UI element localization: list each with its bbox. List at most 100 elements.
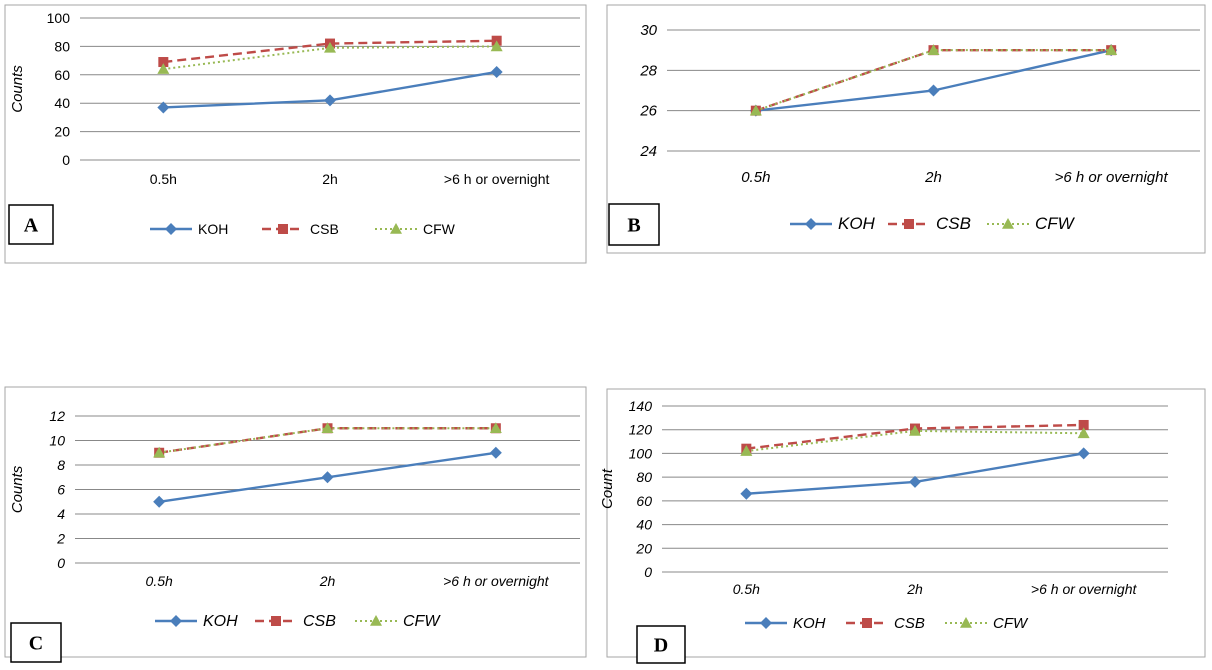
legend-label-cfw: CFW [423,221,456,237]
data-point-koh [909,475,921,488]
y-tick-label: 6 [57,482,65,498]
legend-label-koh: KOH [203,613,238,630]
chart-frame [606,388,1206,658]
x-tick-label: >6 h or overnight [443,573,550,589]
panel-label-box [636,625,686,664]
legend-marker-csb [271,616,281,626]
legend-label-cfw: CFW [403,613,441,630]
data-point-koh [157,101,170,114]
legend-label-koh: KOH [838,214,876,233]
y-tick-label: 12 [49,408,65,424]
data-point-cfw [1105,44,1118,55]
data-point-cfw [740,445,753,456]
legend-marker-koh [805,218,817,230]
legend-marker-csb [278,224,288,234]
panel-label: B [627,215,640,237]
data-point-cfw [1077,427,1090,439]
legend-label-cfw: CFW [993,615,1029,632]
data-point-csb [1078,419,1089,430]
chart-panel-b: 24 26 28 30 0.5h 2h >6 h or overnight KOH CSB CFW… [606,4,1206,254]
legend-label-cfw: CFW [1035,214,1076,233]
data-point-cfw [153,446,166,458]
data-point-cfw [324,41,336,53]
chart-panel-c: 0 2 4 6 8 10 12 0.5h 2h >6 h or overnight Counts KO… [4,386,587,663]
series-line-cfw [163,45,497,71]
series-line-koh [755,48,1112,112]
data-point-koh [324,94,336,107]
y-axis-label: Counts [9,465,26,513]
data-point-cfw [927,44,940,55]
panel-label: C [29,633,43,655]
legend-label-csb: CSB [310,221,339,237]
x-tick-label: 2h [322,171,338,187]
y-tick-label: 24 [639,143,657,160]
y-tick-label: 20 [54,124,70,140]
panel-label: A [24,215,39,237]
legend-label-koh: KOH [198,221,228,237]
y-tick-label: 40 [54,95,70,111]
x-tick-label: >6 h or overnight [1055,169,1169,186]
data-point-koh [489,446,502,459]
data-point-koh [740,487,753,500]
y-tick-label: 0 [644,564,652,580]
y-tick-label: 60 [54,67,70,83]
y-tick-label: 80 [636,469,652,485]
panel-label-box [8,204,54,245]
x-tick-label: 2h [906,581,923,597]
x-tick-label: 2h [319,573,336,589]
data-point-koh [1077,447,1090,460]
y-tick-label: 40 [636,517,652,533]
data-point-koh [490,65,503,78]
data-point-koh [927,84,940,97]
data-point-cfw [909,424,921,436]
y-tick-label: 0 [62,152,70,168]
chart-panel-d: 0 20 40 60 80 100 120 140 0.5h 2h >6 h or overnigh… [599,388,1206,664]
legend-marker-cfw [390,223,402,234]
x-tick-label: >6 h or overnight [1031,581,1138,597]
y-tick-label: 2 [56,531,65,547]
y-axis-label: Count [599,468,616,509]
x-tick-label: 0.5h [150,171,177,187]
legend-marker-csb [862,618,872,628]
y-tick-label: 8 [57,457,65,473]
data-point-cfw [321,422,334,434]
y-tick-label: 10 [49,433,65,449]
series-line-cfw [755,49,1112,112]
legend-marker-koh [165,223,177,235]
legend-marker-koh [760,617,772,629]
y-tick-label: 120 [629,422,653,438]
y-tick-label: 20 [635,540,652,556]
legend-marker-cfw [1002,218,1014,229]
series-line-cfw [746,429,1084,453]
legend-marker-cfw [960,617,972,628]
y-tick-label: 0 [57,555,65,571]
legend-marker-cfw [370,615,382,626]
data-point-koh [153,495,166,508]
x-tick-label: 0.5h [741,169,770,186]
y-tick-label: 60 [636,493,652,509]
data-point-koh [321,471,334,484]
data-point-cfw [749,104,762,116]
y-tick-label: 26 [639,103,657,120]
legend-label-koh: KOH [793,615,826,632]
x-tick-label: >6 h or overnight [444,171,550,187]
y-tick-label: 30 [640,22,657,39]
data-point-csb [158,57,169,68]
chart-frame [4,4,587,264]
series-line-csb [755,48,1112,112]
y-tick-label: 140 [629,398,653,414]
legend-label-csb: CSB [303,613,336,630]
x-tick-label: 0.5h [733,581,760,597]
y-tick-label: 100 [47,10,71,26]
data-point-cfw [490,40,503,52]
panel-label: D [654,635,668,657]
legend-marker-csb [904,219,914,229]
legend-marker-koh [170,615,182,627]
chart-frame [4,386,587,658]
panel-label-box [608,203,660,246]
y-tick-label: 4 [57,506,65,522]
x-tick-label: 0.5h [146,573,173,589]
y-tick-label: 80 [54,38,70,54]
